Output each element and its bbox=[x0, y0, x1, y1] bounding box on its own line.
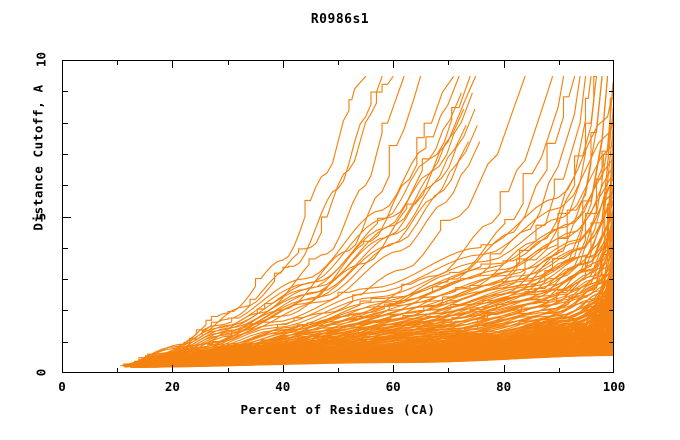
y-axis-tick-right bbox=[609, 154, 614, 155]
y-axis-tick-right bbox=[609, 248, 614, 249]
x-axis-tick-top bbox=[117, 60, 118, 65]
data-curve bbox=[124, 108, 465, 367]
x-axis-tick bbox=[283, 365, 284, 373]
x-tick-label: 80 bbox=[496, 379, 512, 394]
x-axis-tick-top bbox=[504, 60, 505, 68]
curves-layer bbox=[120, 76, 613, 368]
data-curve bbox=[130, 202, 613, 368]
x-axis-tick-top bbox=[172, 60, 173, 68]
y-axis-tick-right bbox=[609, 185, 614, 186]
data-curve bbox=[124, 108, 476, 367]
y-axis-tick bbox=[63, 154, 68, 155]
data-curve bbox=[124, 141, 470, 368]
x-tick-label: 100 bbox=[602, 379, 626, 394]
x-axis-tick-top bbox=[448, 60, 449, 65]
data-curve bbox=[124, 125, 478, 368]
x-axis-tick bbox=[338, 368, 339, 373]
data-curve bbox=[147, 294, 613, 365]
x-axis-tick-top bbox=[228, 60, 229, 65]
y-axis-tick-right bbox=[609, 342, 614, 343]
y-axis-tick bbox=[63, 185, 68, 186]
y-axis-tick bbox=[63, 342, 68, 343]
x-axis-tick-top bbox=[393, 60, 394, 68]
y-tick-label: 0 bbox=[33, 368, 49, 377]
x-axis-tick bbox=[172, 365, 173, 373]
y-axis-label: Distance Cutoff, A bbox=[30, 84, 46, 231]
y-axis-tick-right bbox=[609, 91, 614, 92]
data-curve bbox=[141, 260, 613, 366]
y-tick-label: 10 bbox=[33, 51, 49, 68]
y-axis-tick bbox=[63, 279, 68, 280]
data-curve bbox=[158, 313, 613, 364]
data-curve bbox=[128, 91, 613, 366]
data-curve bbox=[129, 166, 613, 367]
data-curve bbox=[130, 153, 613, 368]
x-axis-tick bbox=[504, 365, 505, 373]
y-tick-label: 5 bbox=[33, 212, 49, 220]
data-curve bbox=[124, 125, 467, 368]
x-tick-label: 60 bbox=[385, 379, 401, 394]
y-axis-tick bbox=[63, 91, 68, 92]
data-curve bbox=[141, 231, 613, 366]
page-title: R0986s1 bbox=[310, 12, 370, 27]
data-curve bbox=[153, 299, 613, 365]
data-curve bbox=[136, 341, 613, 367]
x-axis-tick bbox=[228, 368, 229, 373]
x-axis-tick bbox=[448, 368, 449, 373]
x-axis-tick-top bbox=[283, 60, 284, 68]
x-axis-label: Percent of Residues (CA) bbox=[240, 402, 436, 417]
data-curve bbox=[130, 221, 613, 368]
data-curve bbox=[130, 210, 613, 367]
data-curve bbox=[141, 274, 613, 366]
y-axis-tick-right bbox=[606, 217, 614, 218]
data-curve bbox=[130, 138, 613, 367]
x-tick-label: 40 bbox=[275, 379, 291, 394]
x-axis-tick-top bbox=[559, 60, 560, 65]
data-curve bbox=[123, 92, 462, 367]
y-axis-tick-right bbox=[609, 279, 614, 280]
x-axis-tick bbox=[117, 368, 118, 373]
y-axis-tick bbox=[63, 123, 68, 124]
data-curve bbox=[129, 122, 613, 367]
x-axis-tick bbox=[559, 368, 560, 373]
data-curve bbox=[122, 76, 394, 365]
y-axis-tick-right bbox=[609, 123, 614, 124]
data-curve bbox=[124, 141, 481, 368]
y-axis-tick bbox=[63, 248, 68, 249]
data-curve bbox=[147, 287, 613, 365]
y-axis-tick bbox=[63, 310, 68, 311]
data-curve bbox=[122, 76, 460, 367]
y-axis-tick-right bbox=[609, 310, 614, 311]
x-axis-tick-top bbox=[338, 60, 339, 65]
y-axis-tick bbox=[63, 217, 71, 218]
x-tick-label: 0 bbox=[58, 379, 66, 394]
data-curve bbox=[129, 107, 613, 367]
x-tick-label: 20 bbox=[164, 379, 180, 394]
data-curve bbox=[141, 221, 613, 365]
plot-area bbox=[62, 60, 614, 373]
x-axis-tick bbox=[393, 365, 394, 373]
